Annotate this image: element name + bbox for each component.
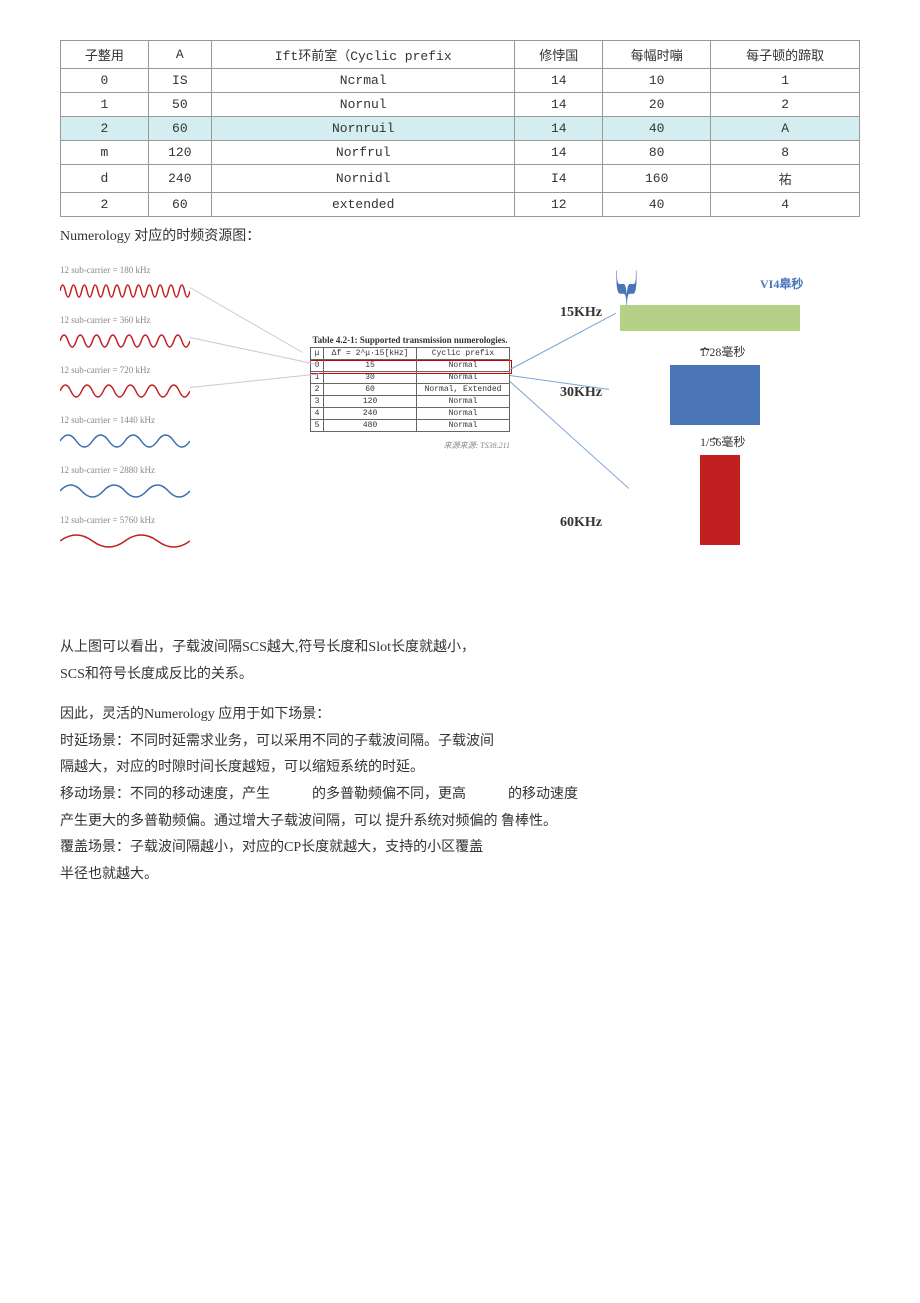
table-row: 0ISNcrmal14101 [61,69,860,93]
wave-row: 12 sub-carrier = 2880 kHz [60,465,190,507]
time-label-0: VI4皋秒 [760,275,803,292]
brace-icon-3: ⏞ [710,439,718,455]
freq-label-15khz: 15KHz [560,305,602,321]
pointer-line [190,287,303,353]
wave-label: 12 sub-carrier = 720 kHz [60,365,190,375]
table-header: A [148,41,211,69]
pointer-line [190,373,319,388]
numerology-table: 子整用AIft环前室（Cyclic prefix修悖国每幅时嘣每子顿的蹄取 0I… [60,40,860,217]
table-row: 260Nornruil1440A [61,117,860,141]
table-header: 每幅时嘣 [603,41,711,69]
p3: 因此，灵活的Numerology 应用于如下场景： [60,702,860,729]
p4: 时延场景：不同时延需求业务，可以采用不同的子载波间隔。子载波间 [60,729,860,756]
wave-icon [60,427,190,455]
wave-label: 12 sub-carrier = 360 kHz [60,315,190,325]
p2: SCS和符号长度成反比的关系。 [60,662,860,689]
body-text: 从上图可以看出，子载波间隔SCS越大,符号长度和Slot长度就越小， SCS和符… [60,635,860,688]
table-row: 150Nornul14202 [61,93,860,117]
p6: 移动场景：不同的移动速度，产生 的多普勒频偏不同，更高 的移动速度 [60,782,860,809]
mini-table-source: 来源来源: TS38.211 [310,440,510,451]
wave-row: 12 sub-carrier = 5760 kHz [60,515,190,557]
p9: 半径也就越大。 [60,862,860,889]
wave-label: 12 sub-carrier = 5760 kHz [60,515,190,525]
bar-15khz [620,305,800,331]
table-row: m120Norfrul14808 [61,141,860,165]
wave-icon [60,477,190,505]
wave-row: 12 sub-carrier = 1440 kHz [60,415,190,457]
wave-icon [60,277,190,305]
wave-label: 12 sub-carrier = 2880 kHz [60,465,190,475]
freq-label-60khz: 60KHz [560,515,602,531]
table-header: 子整用 [61,41,149,69]
table-row: d240NornidlI4160祐 [61,165,860,193]
wave-icon [60,327,190,355]
caption: Numerology 对应的时频资源图： [60,225,860,245]
p8: 覆盖场景：子载波间隔越小，对应的CP长度就越大，支持的小区覆盖 [60,835,860,862]
wave-label: 12 sub-carrier = 1440 kHz [60,415,190,425]
mini-table-title: Table 4.2-1: Supported transmission nume… [310,335,510,345]
table-header: 修悖国 [515,41,603,69]
time-label-2: 1/56毫秒 [700,433,745,450]
p1: 从上图可以看出，子载波间隔SCS越大,符号长度和Slot长度就越小， [60,635,860,662]
table-row: 260extended12404 [61,193,860,217]
pointer-line [510,313,616,370]
wave-row: 12 sub-carrier = 360 kHz [60,315,190,357]
wave-label: 12 sub-carrier = 180 kHz [60,265,190,275]
p7: 产生更大的多普勒频偏。通过增大子载波间隔，可以 提升系统对频偏的 鲁棒性。 [60,809,860,836]
bar-60khz [700,455,740,545]
p5: 隔越大，对应的时隙时间长度越短，可以缩短系统的时延。 [60,755,860,782]
wave-row: 12 sub-carrier = 180 kHz [60,265,190,307]
body-text: 因此，灵活的Numerology 应用于如下场景： 时延场景：不同时延需求业务，… [60,702,860,888]
table-header: 每子顿的蹄取 [711,41,860,69]
wave-icon [60,377,190,405]
wave-icon [60,527,190,555]
inner-numerology-table: Table 4.2-1: Supported transmission nume… [310,335,510,451]
table-header: Ift环前室（Cyclic prefix [211,41,514,69]
wave-row: 12 sub-carrier = 720 kHz [60,365,190,407]
time-freq-diagram: 12 sub-carrier = 180 kHz 12 sub-carrier =… [60,265,820,605]
bar-30khz [670,365,760,425]
